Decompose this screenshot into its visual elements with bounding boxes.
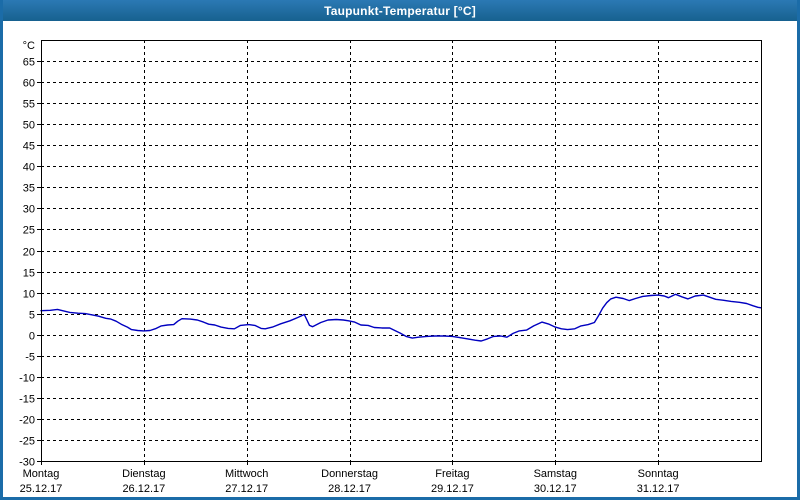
x-day-name-label: Sonntag — [638, 468, 679, 480]
x-day-date-label: 25.12.17 — [20, 483, 63, 495]
y-tick-label: 60 — [23, 78, 35, 90]
y-tick-label: -15 — [19, 394, 35, 406]
y-tick-label: 20 — [23, 247, 35, 259]
y-tick-label: 5 — [29, 310, 35, 322]
x-day-name-label: Donnerstag — [321, 468, 378, 480]
x-day-date-label: 29.12.17 — [431, 483, 474, 495]
x-day-name-label: Samstag — [534, 468, 577, 480]
x-day-date-label: 26.12.17 — [122, 483, 165, 495]
y-tick-label: -10 — [19, 373, 35, 385]
x-day-date-label: 28.12.17 — [328, 483, 371, 495]
x-day-name-label: Mittwoch — [225, 468, 268, 480]
window-title: Taupunkt-Temperatur [°C] — [324, 3, 476, 18]
y-tick-label: -25 — [19, 436, 35, 448]
y-tick-label: 30 — [23, 204, 35, 216]
y-tick-label: 10 — [23, 289, 35, 301]
y-axis-unit-label: °C — [23, 40, 35, 52]
x-day-date-label: 31.12.17 — [637, 483, 680, 495]
x-day-date-label: 27.12.17 — [225, 483, 268, 495]
plot-background — [41, 40, 761, 461]
y-tick-label: 45 — [23, 141, 35, 153]
plot-border — [41, 40, 762, 462]
y-tick-label: -20 — [19, 415, 35, 427]
y-tick-label: 0 — [29, 331, 35, 343]
y-tick-label: -5 — [25, 352, 35, 364]
y-tick-label: 55 — [23, 99, 35, 111]
x-day-date-label: 30.12.17 — [534, 483, 577, 495]
x-day-name-label: Montag — [23, 468, 60, 480]
y-tick-label: 35 — [23, 183, 35, 195]
y-tick-label: 65 — [23, 57, 35, 69]
y-tick-label: 15 — [23, 268, 35, 280]
y-tick-label: 50 — [23, 120, 35, 132]
y-tick-label: 40 — [23, 162, 35, 174]
y-tick-label: -30 — [19, 457, 35, 469]
window-title-bar[interactable]: Taupunkt-Temperatur [°C] — [0, 0, 800, 21]
x-day-name-label: Dienstag — [122, 468, 165, 480]
x-day-name-label: Freitag — [435, 468, 469, 480]
y-tick-label: 25 — [23, 225, 35, 237]
dewpoint-temperature-line — [40, 293, 762, 342]
